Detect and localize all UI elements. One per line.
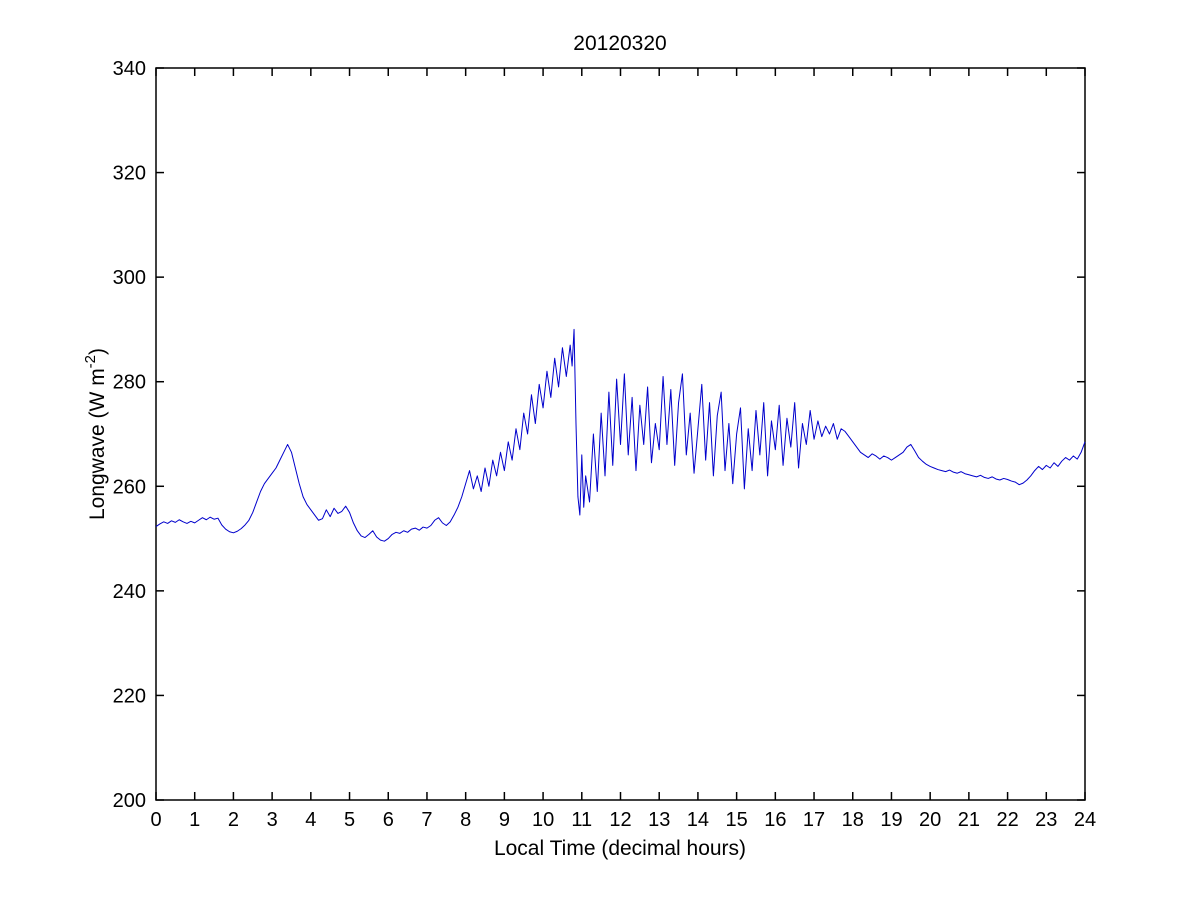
axis-tick-labels: 0 1 2 3 4 5 6 7 8 9 10 11 12 13 14 15 16 17 18 19 20 21 22 23 24… xyxy=(113,58,1097,831)
x-tick-label: 23 xyxy=(1035,809,1057,831)
y-tick-label: 340 xyxy=(113,58,146,80)
x-tick-label: 18 xyxy=(842,809,864,831)
x-tick-label: 19 xyxy=(880,809,902,831)
x-tick-label: 12 xyxy=(609,809,631,831)
y-tick-label: 280 xyxy=(113,372,146,394)
x-tick-label: 9 xyxy=(499,809,510,831)
x-tick-label: 4 xyxy=(305,809,316,831)
x-tick-label: 3 xyxy=(267,809,278,831)
x-tick-label: 15 xyxy=(726,809,748,831)
x-axis-label: Local Time (decimal hours) xyxy=(494,837,746,860)
y-tick-label: 220 xyxy=(113,685,146,707)
y-axis-label: Longwave (W m-2) xyxy=(82,348,109,520)
x-tick-label: 16 xyxy=(764,809,786,831)
y-tick-label: 240 xyxy=(113,581,146,603)
y-tick-label: 300 xyxy=(113,267,146,289)
axis-ticks xyxy=(155,67,1086,801)
x-tick-label: 21 xyxy=(958,809,980,831)
x-tick-label: 24 xyxy=(1074,809,1096,831)
x-tick-label: 5 xyxy=(344,809,355,831)
x-tick-label: 8 xyxy=(460,809,471,831)
y-axis-label-close: ) xyxy=(86,348,109,355)
plot-title: 20120320 xyxy=(573,32,666,55)
y-tick-label: 320 xyxy=(113,163,146,185)
data-series xyxy=(155,328,1086,542)
x-tick-label: 2 xyxy=(228,809,239,831)
y-tick-label: 260 xyxy=(113,476,146,498)
x-tick-label: 11 xyxy=(571,809,592,831)
x-tick-label: 20 xyxy=(919,809,941,831)
x-tick-label: 7 xyxy=(421,809,432,831)
x-tick-label: 0 xyxy=(150,809,161,831)
x-tick-label: 14 xyxy=(687,809,709,831)
y-axis-label-main: Longwave (W m xyxy=(86,368,109,520)
data-line xyxy=(155,328,1086,542)
y-tick-label: 200 xyxy=(113,790,146,812)
x-tick-label: 1 xyxy=(189,809,200,831)
x-tick-label: 17 xyxy=(803,809,825,831)
x-tick-label: 13 xyxy=(648,809,670,831)
x-tick-label: 6 xyxy=(383,809,394,831)
y-axis-label-superscript: -2 xyxy=(82,355,99,368)
x-tick-label: 22 xyxy=(996,809,1018,831)
x-tick-label: 10 xyxy=(532,809,554,831)
